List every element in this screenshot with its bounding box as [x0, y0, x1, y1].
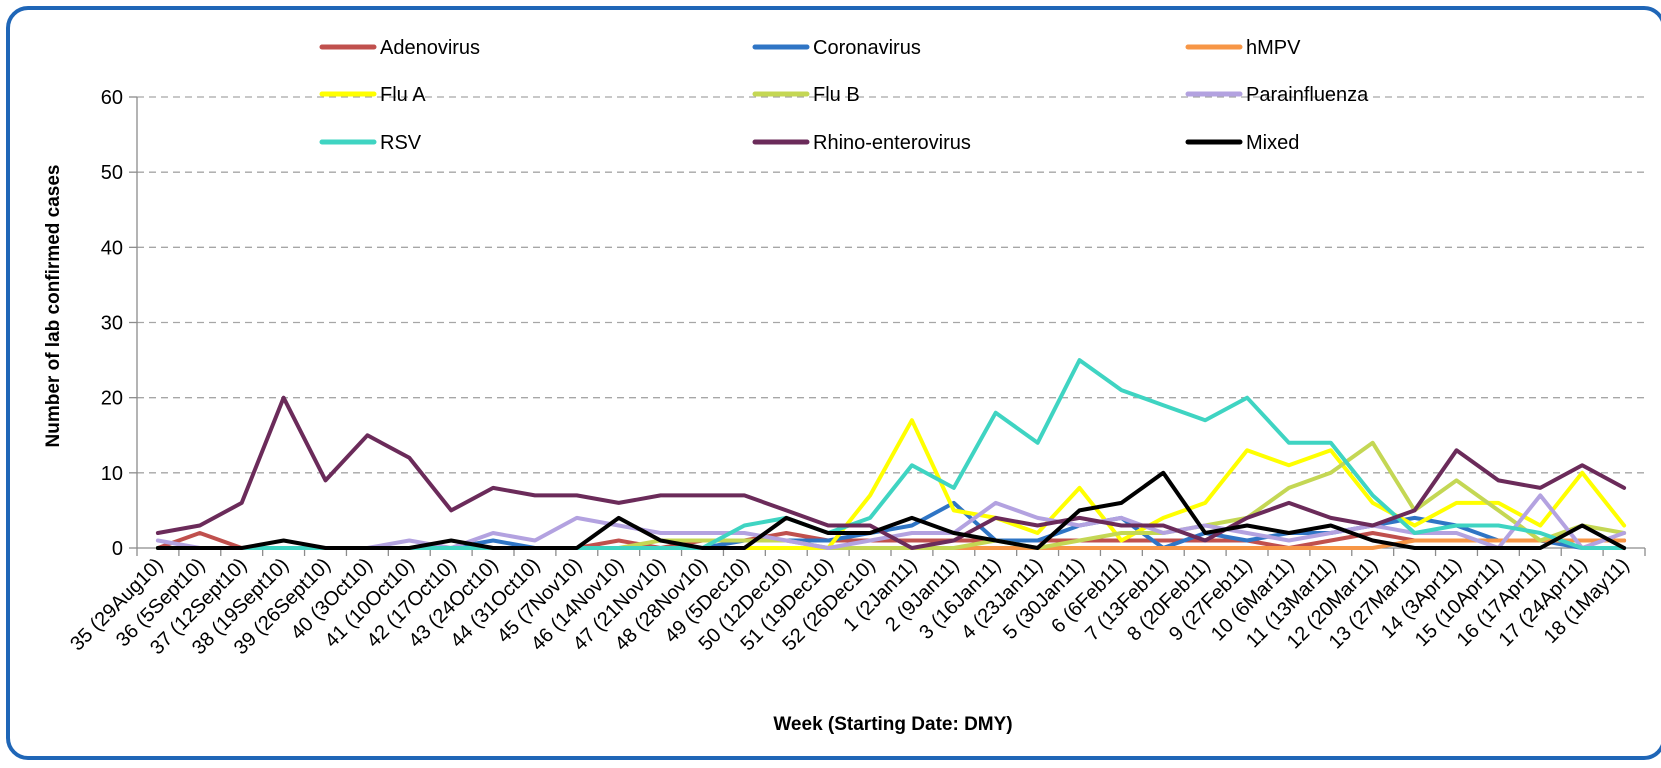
- legend-label-parainfluenza: Parainfluenza: [1246, 84, 1369, 106]
- legend-label-hmpv: hMPV: [1246, 37, 1301, 59]
- series-line-mixed: [155, 470, 1627, 550]
- legend-label-flu-a: Flu A: [380, 84, 426, 106]
- x-axis-title: Week (Starting Date: DMY): [773, 714, 1012, 735]
- x-axis: 35 (29Aug10)36 (5Sept10)37 (12Sept10)38 …: [66, 97, 1646, 659]
- legend-label-mixed: Mixed: [1246, 132, 1299, 154]
- y-tick-label: 30: [101, 313, 123, 335]
- y-tick-label: 40: [101, 237, 123, 259]
- y-tick-label: 20: [101, 388, 123, 410]
- y-tick-label: 0: [112, 538, 123, 560]
- legend-label-adenovirus: Adenovirus: [380, 37, 480, 59]
- y-tick-label: 10: [101, 463, 123, 485]
- y-tick-label: 60: [101, 87, 123, 109]
- legend: Adenovirus Coronavirus hMPV Flu A Flu B Parai…: [319, 37, 1369, 154]
- legend-label-coronavirus: Coronavirus: [813, 37, 921, 59]
- y-axis-ticks: 0 10 20 30 40 50 60: [101, 87, 137, 560]
- y-axis-title: Number of lab confirmed cases: [43, 165, 64, 448]
- legend-label-rhino-enterovirus: Rhino-enterovirus: [813, 132, 971, 154]
- chart-frame: [6, 6, 1661, 760]
- series-lines: [155, 358, 1627, 550]
- series-line-rhino-enterovirus: [155, 395, 1627, 550]
- legend-label-flu-b: Flu B: [813, 84, 860, 106]
- y-tick-label: 50: [101, 162, 123, 184]
- legend-label-rsv: RSV: [380, 132, 422, 154]
